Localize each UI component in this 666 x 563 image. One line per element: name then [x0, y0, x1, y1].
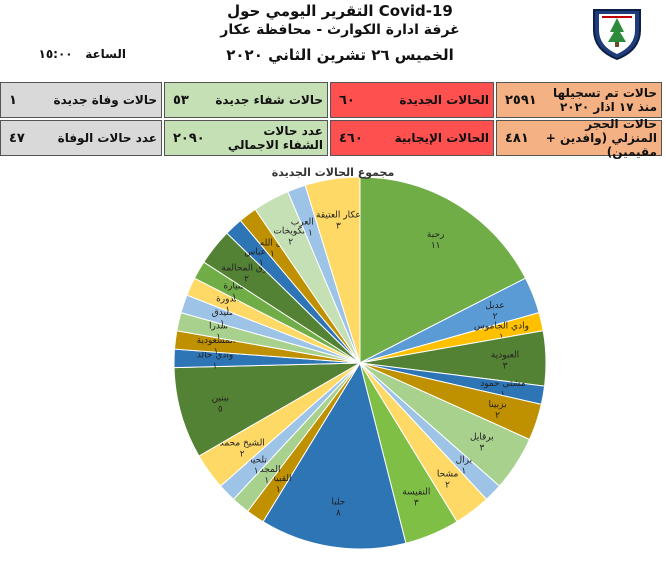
pie-label-6: برقايل: [470, 433, 494, 443]
new-cases-pie-chart: مجموع الحالات الجديدة رحبة ١١ عدبل ٢ وادي ال…: [0, 160, 666, 559]
pie-value-20: ١: [225, 305, 230, 315]
home-isolation-value: ٤٨١: [505, 130, 529, 146]
pie-label-9: النفيسة: [402, 488, 430, 498]
pie-label-5: بزبينا: [488, 400, 506, 410]
pie-label-18: شدرا: [209, 322, 228, 332]
pie-label-4: مشتى حمود: [480, 379, 526, 389]
home-isolation-cell: حالات الحجر المنزلي (وافدين + مقيمين) ٤٨…: [496, 117, 662, 159]
new-cases-label: الحالات الجديدة: [399, 93, 489, 107]
pie-slice-10: [262, 361, 407, 550]
pie-value-16: ١: [213, 361, 218, 371]
total-deaths-value: ٤٧: [9, 130, 25, 146]
total-deaths-cell: عدد حالات الوفاة ٤٧: [0, 120, 162, 156]
new-deaths-label: حالات وفاة جديدة: [53, 93, 157, 107]
pie-label-26: برج العرب: [291, 218, 330, 228]
pie-value-19: ١: [220, 319, 225, 329]
pie-label-23: تل عباس: [244, 248, 278, 258]
pie-value-14: ٢: [240, 450, 245, 460]
pie-value-18: ١: [216, 333, 221, 343]
pie-label-22: فوق المحالمة: [221, 264, 272, 274]
new-recovered-label: حالات شفاء جديدة: [215, 93, 323, 107]
home-isolation-label: حالات الحجر المنزلي (وافدين + مقيمين): [545, 117, 657, 159]
pie-label-11: القبيات: [265, 474, 291, 484]
new-cases-cell: الحالات الجديدة ٦٠: [330, 82, 494, 118]
pie-value-0: ١١: [431, 241, 441, 251]
pie-slice-27: [304, 176, 361, 364]
pie-value-12: ١: [264, 476, 269, 486]
pie-label-19: فنيدق: [212, 308, 233, 318]
pie-value-9: ٣: [414, 499, 419, 509]
pie-label-27: عكار العتيقة: [316, 211, 361, 221]
pie-label-24: تل الله: [260, 238, 286, 248]
pie-label-20: الدورة: [216, 294, 239, 304]
pie-value-11: ١: [276, 485, 281, 495]
pie-label-15: ببنين: [212, 393, 230, 403]
active-cases-value: ٤٦٠: [339, 130, 363, 146]
registered-cases-cell: حالات تم تسجيلها منذ ١٧ اذار ٢٠٢٠ ٢٥٩١: [496, 82, 662, 118]
pie-value-15: ٥: [218, 404, 223, 414]
total-deaths-label: عدد حالات الوفاة: [57, 131, 157, 145]
new-recovered-value: ٥٣: [173, 92, 189, 108]
pie-value-10: ٨: [336, 508, 341, 518]
pie-label-1: عدبل: [485, 301, 504, 311]
pie-value-21: ١: [232, 292, 237, 302]
pie-label-8: مشحا: [437, 470, 459, 480]
report-subtitle: غرفة ادارة الكوارث - محافظة عكار: [220, 22, 460, 38]
pie-value-5: ٢: [495, 411, 500, 421]
total-recovered-label: عدد حالات الشفاء الاجمالي: [227, 124, 323, 152]
report-header: التقرير اليومي حول Covid-19 غرفة ادارة ا…: [0, 0, 666, 84]
pie-label-13: تلحياة: [245, 455, 267, 465]
pie-label-0: رحبة: [427, 230, 444, 240]
pie-value-27: ٣: [336, 222, 341, 232]
pie-label-21: منيارة: [223, 281, 245, 291]
pie-value-17: ١: [214, 347, 219, 357]
new-cases-value: ٦٠: [339, 92, 355, 108]
pie-value-8: ٢: [445, 481, 450, 491]
time-label: الساعة: [85, 47, 126, 61]
new-recovered-cell: حالات شفاء جديدة ٥٣: [164, 82, 328, 118]
new-deaths-value: ١: [9, 92, 17, 108]
pie-label-10: حلبا: [331, 497, 345, 507]
pie-value-6: ٣: [479, 444, 484, 454]
pie-label-2: وادي الجاموس: [474, 322, 529, 332]
stats-panel: حالات تم تسجيلها منذ ١٧ اذار ٢٠٢٠ ٢٥٩١ ا…: [0, 82, 666, 159]
pie-value-22: ٢: [244, 275, 249, 285]
pie-label-12: المجدل: [253, 465, 281, 475]
pie-value-25: ٢: [288, 238, 293, 248]
pie-slice-0: [359, 176, 527, 364]
registered-cases-label: حالات تم تسجيلها منذ ١٧ اذار ٢٠٢٠: [552, 86, 657, 114]
new-deaths-cell: حالات وفاة جديدة ١: [0, 82, 162, 118]
active-cases-label: الحالات الإيجابية: [394, 131, 489, 145]
total-recovered-value: ٢٠٩٠: [173, 130, 205, 146]
pie-label-14: الشيخ محمد: [220, 439, 265, 449]
pie-label-25: الكويخات: [273, 227, 307, 237]
pie-label-16: وادي خالد: [197, 350, 234, 360]
pie-value-23: ١: [259, 259, 264, 269]
pie-value-7: ١: [461, 466, 466, 476]
report-title: التقرير اليومي حول Covid-19: [227, 2, 453, 20]
registered-cases-value: ٢٥٩١: [505, 92, 537, 108]
pie-label-7: بزال: [456, 455, 473, 465]
report-date: الخميس ٢٦ تشرين الثاني ٢٠٢٠: [226, 46, 454, 64]
pie-slice-15: [173, 362, 361, 457]
pie-value-3: ٣: [503, 361, 508, 371]
chart-title: مجموع الحالات الجديدة: [271, 166, 395, 179]
time-value: ١٥:٠٠: [38, 47, 73, 61]
pie-label-17: المسعودية: [197, 336, 236, 346]
civil-defense-shield-logo: [593, 9, 641, 61]
pie-label-3: العبودية: [491, 350, 519, 360]
report-time: الساعة ١٥:٠٠: [6, 47, 126, 61]
pie-value-26: ١: [308, 229, 313, 239]
pie-value-1: ٢: [493, 312, 498, 322]
total-recovered-cell: عدد حالات الشفاء الاجمالي ٢٠٩٠: [164, 120, 328, 156]
pie-value-24: ١: [270, 249, 275, 259]
active-cases-cell: الحالات الإيجابية ٤٦٠: [330, 120, 494, 156]
pie-value-13: ١: [254, 466, 259, 476]
